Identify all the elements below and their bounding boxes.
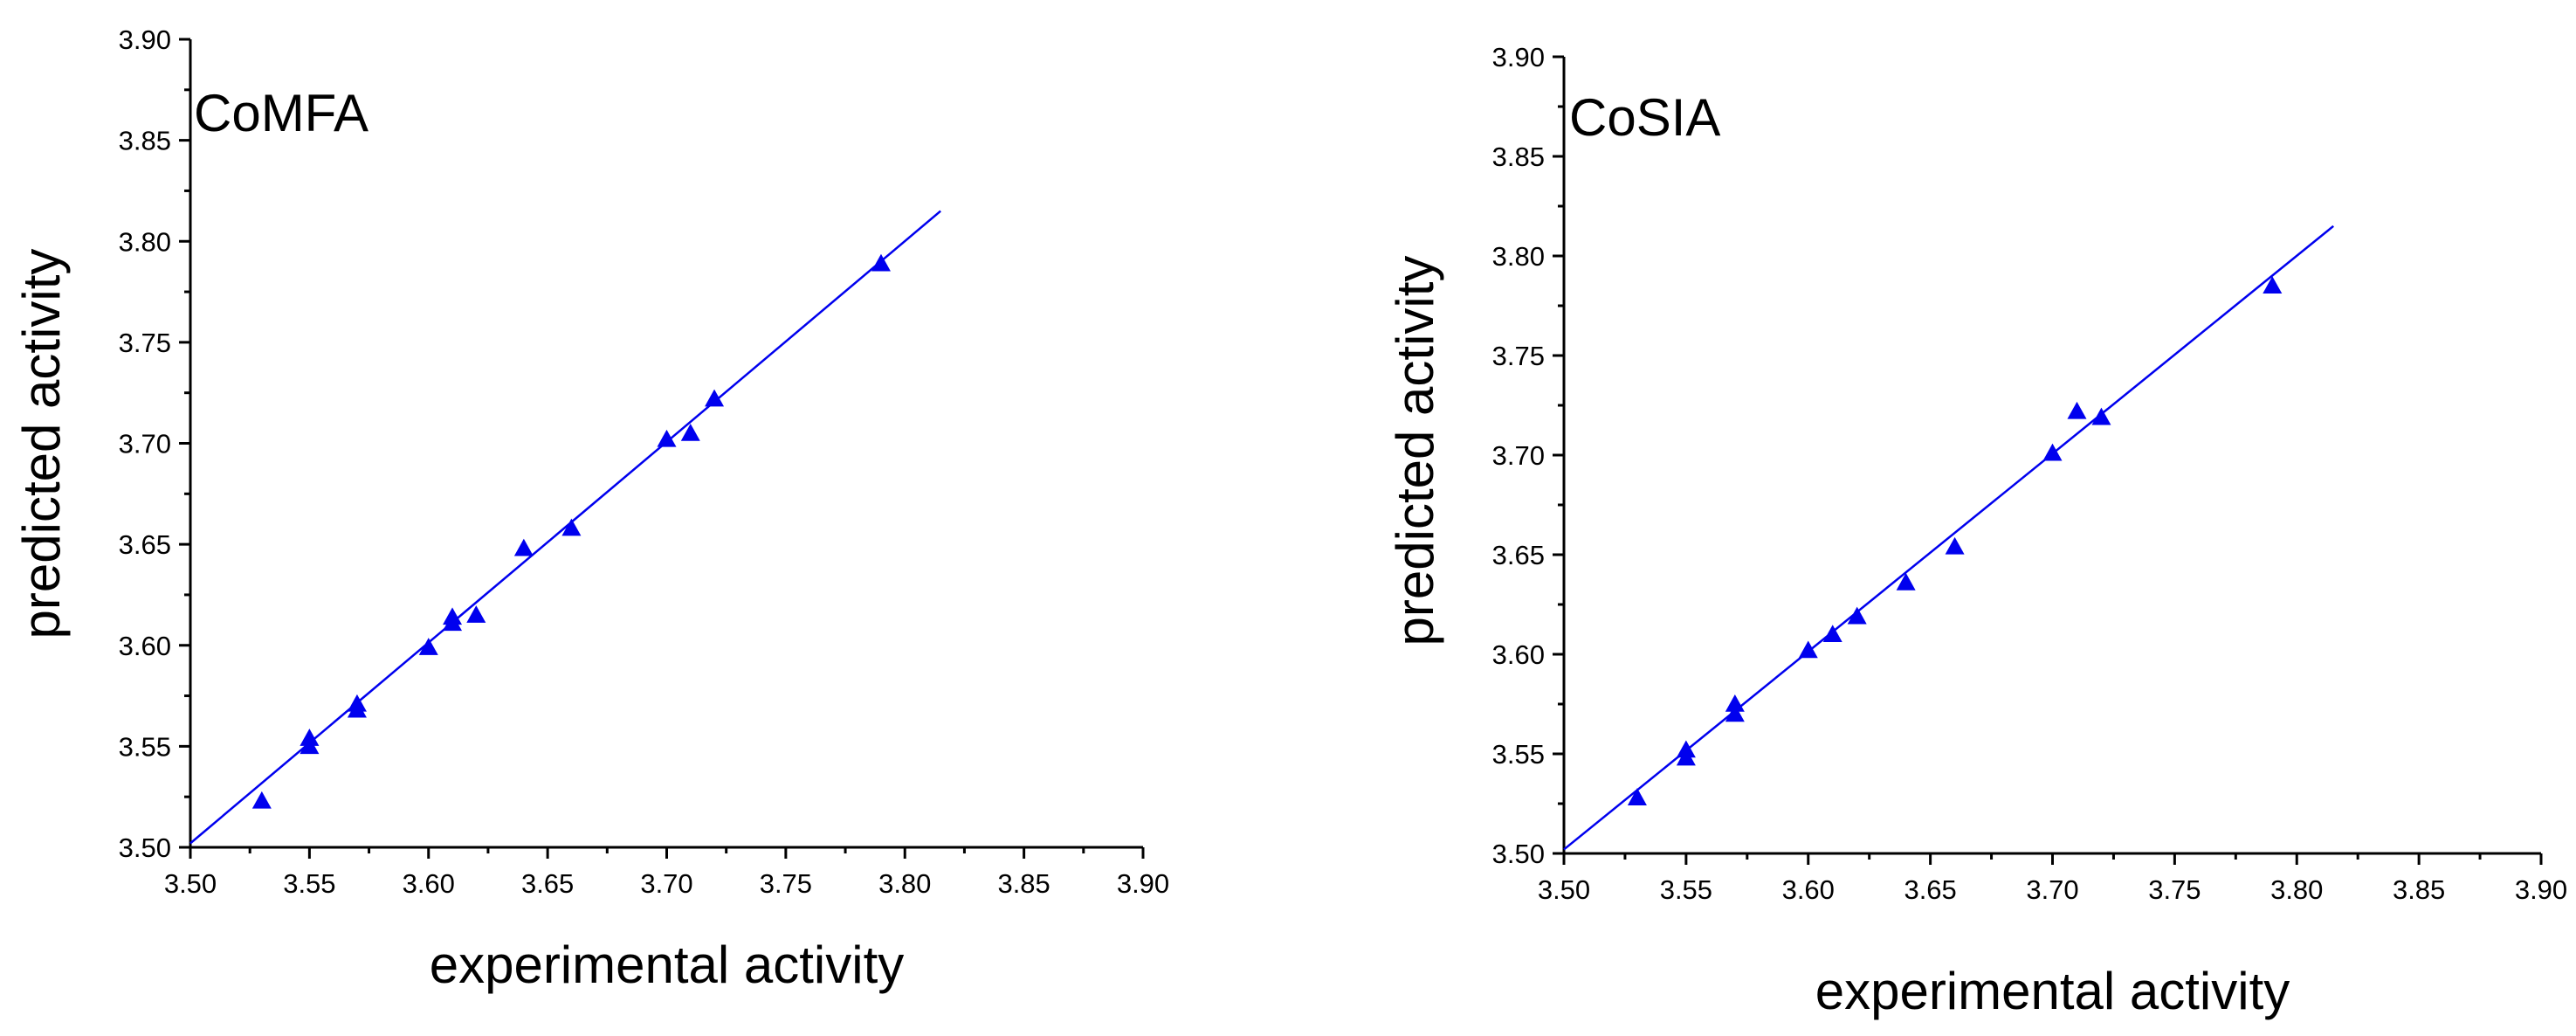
cosia-x-tick-label: 3.60 (1782, 874, 1835, 905)
comfa-x-tick-label: 3.70 (640, 868, 692, 899)
comfa-data-point (680, 423, 700, 441)
cosia-data-point (1847, 606, 1867, 625)
cosia-x-tick-label: 3.85 (2393, 874, 2445, 905)
cosia-data-point (1725, 704, 1745, 722)
cosia-data-point (1822, 625, 1842, 642)
comfa-y-tick-label: 3.50 (119, 832, 171, 863)
cosia-x-tick-label: 3.75 (2148, 874, 2201, 905)
comfa-y-axis-title: predicted activity (12, 249, 71, 639)
cosia-data-point (1945, 536, 1965, 555)
comfa-y-tick-label: 3.65 (119, 529, 171, 560)
cosia-y-tick-label: 3.55 (1492, 739, 1545, 770)
cosia-x-tick-label: 3.65 (1904, 874, 1956, 905)
cosia-y-tick-label: 3.60 (1492, 639, 1545, 670)
comfa-x-tick-label: 3.65 (521, 868, 574, 899)
comfa-x-tick-label: 3.50 (164, 868, 217, 899)
cosia-data-point (2263, 276, 2283, 294)
comfa-y-tick-label: 3.55 (119, 731, 171, 762)
comfa-y-tick-label: 3.70 (119, 429, 171, 459)
cosia-x-axis-title: experimental activity (1815, 962, 2290, 1020)
comfa-x-tick-label: 3.75 (760, 868, 812, 899)
cosia-chart: 3.50 3.55 3.60 3.65 3.70 3.75 3.80 3.85 3.90 3.50… (1386, 42, 2567, 1020)
cosia-data-point (1627, 788, 1647, 805)
cosia-y-tick-label: 3.75 (1492, 341, 1545, 371)
cosia-x-tick-label: 3.50 (1538, 874, 1590, 905)
cosia-y-tick-label: 3.50 (1492, 839, 1545, 869)
cosia-y-tick-label: 3.70 (1492, 440, 1545, 471)
cosia-panel-title: CoSIA (1569, 88, 1720, 147)
cosia-data-point (1676, 740, 1696, 758)
cosia-x-tick-label: 3.70 (2026, 874, 2078, 905)
comfa-data-point (657, 429, 677, 447)
comfa-data-point (300, 729, 320, 746)
comfa-y-tick-label: 3.85 (119, 126, 171, 156)
cosia-y-axis-title: predicted activity (1386, 256, 1444, 646)
cosia-y-tick-label: 3.65 (1492, 540, 1545, 570)
comfa-y-tick-label: 3.90 (119, 24, 171, 55)
comfa-data-point (418, 638, 438, 655)
comfa-y-tick-label: 3.80 (119, 226, 171, 257)
comfa-data-point (466, 605, 486, 623)
cosia-data-point (2067, 401, 2087, 419)
cosia-data-point (2091, 407, 2111, 425)
cosia-x-tick-label: 3.80 (2270, 874, 2323, 905)
comfa-data-point (251, 791, 272, 809)
cosia-data-point (1725, 694, 1745, 712)
comfa-data-point (705, 389, 725, 407)
cosia-y-tick-label: 3.90 (1492, 42, 1545, 73)
cosia-x-tick-label: 3.55 (1660, 874, 1712, 905)
comfa-chart: 3.50 3.55 3.60 3.65 3.70 3.75 3.80 3.85 3.90 3.50… (12, 24, 1169, 994)
comfa-panel-title: CoMFA (194, 84, 368, 142)
cosia-data-point (1798, 640, 1818, 659)
cosia-fit-line (1563, 224, 2334, 851)
comfa-x-tick-label: 3.90 (1117, 868, 1169, 899)
cosia-y-tick-label: 3.80 (1492, 241, 1545, 272)
comfa-x-tick-label: 3.55 (283, 868, 335, 899)
comfa-y-tick-label: 3.60 (119, 631, 171, 661)
cosia-x-tick-label: 3.90 (2515, 874, 2567, 905)
comfa-x-tick-label: 3.85 (997, 868, 1050, 899)
comfa-y-tick-label: 3.75 (119, 328, 171, 358)
cosia-data-point (2042, 443, 2063, 461)
comfa-x-tick-label: 3.80 (878, 868, 931, 899)
comfa-data-point (443, 607, 463, 625)
comfa-x-axis-title: experimental activity (430, 936, 905, 994)
comfa-fit-line (189, 210, 941, 845)
comfa-x-tick-label: 3.60 (403, 868, 455, 899)
comfa-data-point (513, 538, 534, 556)
cosia-y-tick-label: 3.85 (1492, 142, 1545, 172)
comfa-data-point (871, 253, 891, 272)
comfa-data-point (347, 694, 367, 712)
cosia-data-point (1896, 572, 1916, 591)
comfa-data-point (561, 518, 582, 536)
